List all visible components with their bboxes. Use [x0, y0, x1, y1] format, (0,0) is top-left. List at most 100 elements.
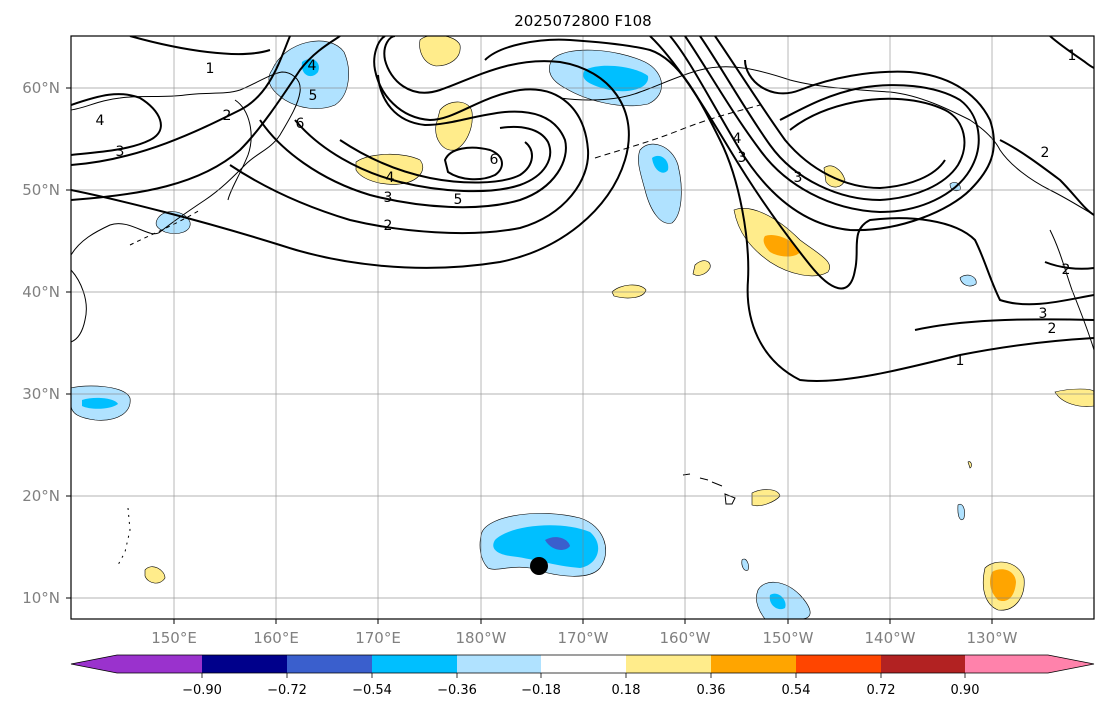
colorbar-tick-label: 0.54 — [782, 683, 811, 698]
colorbar-segment — [372, 655, 457, 673]
contour-line — [699, 36, 966, 202]
contour-line — [914, 318, 1094, 331]
contour-line — [129, 36, 271, 56]
contour-line — [1049, 36, 1094, 69]
contour-label: 4 — [308, 58, 317, 74]
colorbar-tick-label: −0.90 — [182, 683, 222, 698]
colorbar-segment — [202, 655, 287, 673]
contour-line — [71, 36, 630, 269]
positive-region-core — [763, 234, 800, 257]
contour-line — [649, 36, 1094, 306]
positive-region — [144, 566, 166, 584]
negative-region — [741, 558, 749, 571]
colorbar-segment — [796, 655, 881, 673]
positive-region — [967, 461, 972, 469]
longitude-label: 170°W — [558, 629, 609, 647]
colorbar-segment — [965, 655, 1048, 673]
longitude-axis: 150°E 160°E 170°E 180°W 170°W 160°W 150°… — [151, 619, 1018, 647]
aleutian-islands — [594, 104, 761, 159]
colorbar-tick-label: 0.72 — [867, 683, 896, 698]
latitude-label: 10°N — [22, 589, 60, 607]
contour-label: 1 — [206, 61, 215, 77]
contour-line — [294, 119, 552, 193]
contour-label: 2 — [223, 108, 232, 124]
longitude-label: 160°W — [660, 629, 711, 647]
positive-region — [823, 165, 846, 188]
colorbar-min-extension — [71, 655, 117, 673]
latitude-label: 30°N — [22, 385, 60, 403]
contour-label: 3 — [794, 170, 803, 186]
negative-region-core — [583, 65, 649, 92]
negative-region-peak — [545, 537, 570, 550]
contour-line — [443, 146, 503, 181]
contour-label: 3 — [384, 190, 393, 206]
contour-line — [484, 38, 1094, 382]
negative-region — [957, 503, 965, 521]
latitude-label: 50°N — [22, 181, 60, 199]
longitude-label: 150°E — [151, 629, 197, 647]
coastline-alaska — [559, 66, 1094, 216]
map-content: 1 2 3 4 5 6 1 2 3 4 2 3 4 5 6 3 2 1 2 3 … — [71, 36, 1094, 619]
colorbar-tick-label: 0.36 — [697, 683, 726, 698]
colorbar-tick-label: 0.90 — [951, 683, 980, 698]
latitude-label: 60°N — [22, 79, 60, 97]
coastline-asia — [71, 71, 301, 256]
colorbar-segment — [287, 655, 372, 673]
positive-region-core — [990, 569, 1016, 602]
colorbar-tick-label: 0.18 — [612, 683, 641, 698]
negative-region — [959, 274, 977, 287]
negative-region — [638, 143, 682, 224]
contour-label: 1 — [956, 353, 965, 369]
map-title: 2025072800 F108 — [514, 12, 651, 30]
negative-region-core — [652, 155, 669, 173]
negative-region-core — [769, 593, 786, 610]
contour-label: 5 — [309, 88, 318, 104]
latitude-label: 40°N — [22, 283, 60, 301]
contour-label: 2 — [1048, 321, 1057, 337]
contours — [71, 36, 1094, 382]
colorbar-segment — [457, 655, 541, 673]
contour-label: 2 — [1062, 262, 1071, 278]
contour-line — [669, 36, 995, 232]
colorbar-segment — [711, 655, 796, 673]
contour-label: 4 — [733, 131, 742, 147]
black-dot-marker — [530, 557, 548, 575]
contour-label: 5 — [454, 192, 463, 208]
hawaii-islands — [682, 473, 736, 505]
positive-region — [611, 284, 647, 299]
longitude-label: 140°W — [865, 629, 916, 647]
colorbar-max-extension — [1048, 655, 1094, 673]
longitude-label: 150°W — [763, 629, 814, 647]
colorbar-outline — [70, 654, 1095, 674]
contour-label: 6 — [296, 116, 305, 132]
coastline-kamchatka — [227, 99, 252, 201]
contour-line — [259, 74, 567, 209]
contour-label: 4 — [386, 170, 395, 186]
contour-line — [684, 36, 980, 214]
colorbar-tick-label: −0.54 — [352, 683, 392, 698]
latitude-label: 20°N — [22, 487, 60, 505]
contour-line — [71, 36, 291, 166]
coastline-canada — [1049, 229, 1094, 351]
contour-line — [999, 139, 1094, 216]
contour-label: 6 — [490, 152, 499, 168]
positive-region — [692, 260, 711, 276]
contour-label: 2 — [384, 218, 393, 234]
contour-line — [714, 36, 946, 190]
latitude-axis: 60°N 50°N 40°N 30°N 20°N 10°N — [22, 79, 71, 607]
colorbar: −0.90 −0.72 −0.54 −0.36 −0.18 0.18 0.36 … — [70, 654, 1095, 698]
negative-region-core — [82, 397, 118, 409]
contour-labels: 1 2 3 4 5 6 1 2 3 4 2 3 4 5 6 3 2 1 2 3 … — [96, 48, 1077, 369]
longitude-label: 180°W — [456, 629, 507, 647]
negative-region-core — [493, 525, 599, 568]
positive-region — [435, 101, 473, 151]
contour-label: 3 — [1039, 306, 1048, 322]
contour-line — [229, 36, 590, 235]
contour-label: 3 — [738, 150, 747, 166]
contour-label: 3 — [116, 144, 125, 160]
colorbar-segment — [626, 655, 711, 673]
contour-line — [71, 93, 162, 156]
colorbar-segment — [117, 655, 202, 673]
contour-line — [339, 139, 533, 184]
